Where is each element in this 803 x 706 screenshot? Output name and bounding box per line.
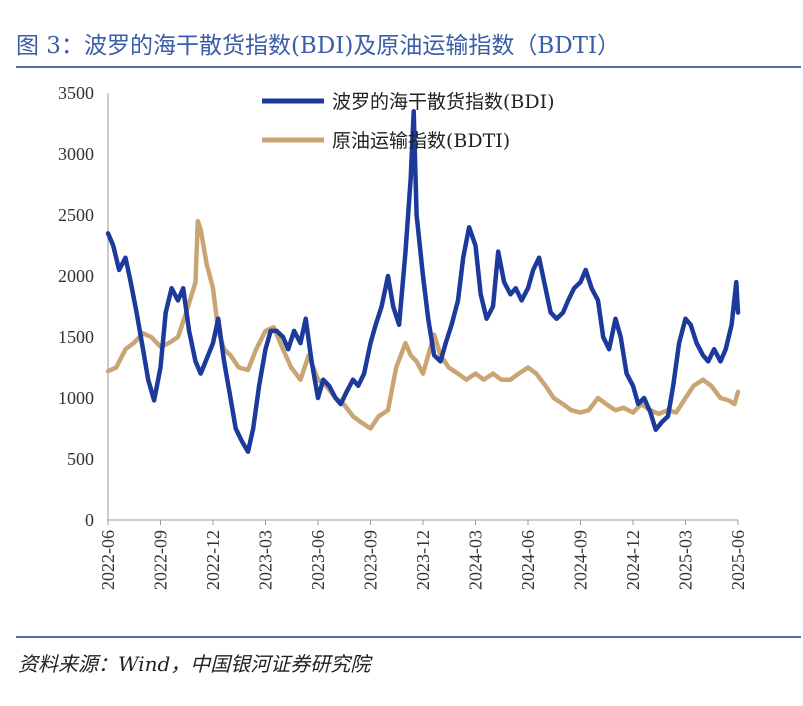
x-tick-label: 2023-09 xyxy=(361,530,381,590)
y-tick-label: 2500 xyxy=(58,205,94,225)
series-line-bdi xyxy=(105,109,741,454)
x-tick-label: 2025-03 xyxy=(676,530,696,590)
y-tick-label: 500 xyxy=(67,449,94,469)
y-tick-label: 2000 xyxy=(58,266,94,286)
x-tick-label: 2024-09 xyxy=(571,530,591,590)
line-chart: 0 500 1000 1500 2000 2500 3000 3500 2022-06 2022-… xyxy=(58,83,748,590)
chart-axes: 0 500 1000 1500 2000 2500 3000 3500 2022-06 2022-… xyxy=(58,83,748,590)
x-tick-label: 2023-12 xyxy=(413,530,433,590)
y-tick-label: 1000 xyxy=(58,388,94,408)
x-tick-label: 2023-03 xyxy=(256,530,276,590)
x-tick-label: 2024-12 xyxy=(623,530,643,590)
x-tick-label: 2025-06 xyxy=(728,530,748,590)
chart-series-lines xyxy=(105,109,741,454)
legend-label-bdti: 原油运输指数(BDTI) xyxy=(332,130,510,152)
x-tick-label: 2023-06 xyxy=(308,530,328,590)
legend-label-bdi: 波罗的海干散货指数(BDI) xyxy=(332,91,555,113)
y-tick-label: 0 xyxy=(85,510,94,530)
x-tick-label: 2024-03 xyxy=(466,530,486,590)
x-tick-label: 2022-12 xyxy=(203,530,223,590)
figure-title: 图 3：波罗的海干散货指数(BDI)及原油运输指数（BDTI） xyxy=(16,33,621,59)
footer-divider xyxy=(16,636,801,638)
x-tick-label: 2022-09 xyxy=(151,530,171,590)
series-line-bdti xyxy=(105,218,741,431)
y-tick-label: 3500 xyxy=(58,83,94,103)
title-divider xyxy=(16,66,801,68)
source-note: 资料来源：Wind，中国银河证券研究院 xyxy=(18,652,371,676)
y-tick-label: 3000 xyxy=(58,144,94,164)
y-tick-label: 1500 xyxy=(58,327,94,347)
x-tick-label: 2022-06 xyxy=(98,530,118,590)
chart-legend: 波罗的海干散货指数(BDI) 原油运输指数(BDTI) xyxy=(262,91,555,152)
x-tick-label: 2024-06 xyxy=(518,530,538,590)
